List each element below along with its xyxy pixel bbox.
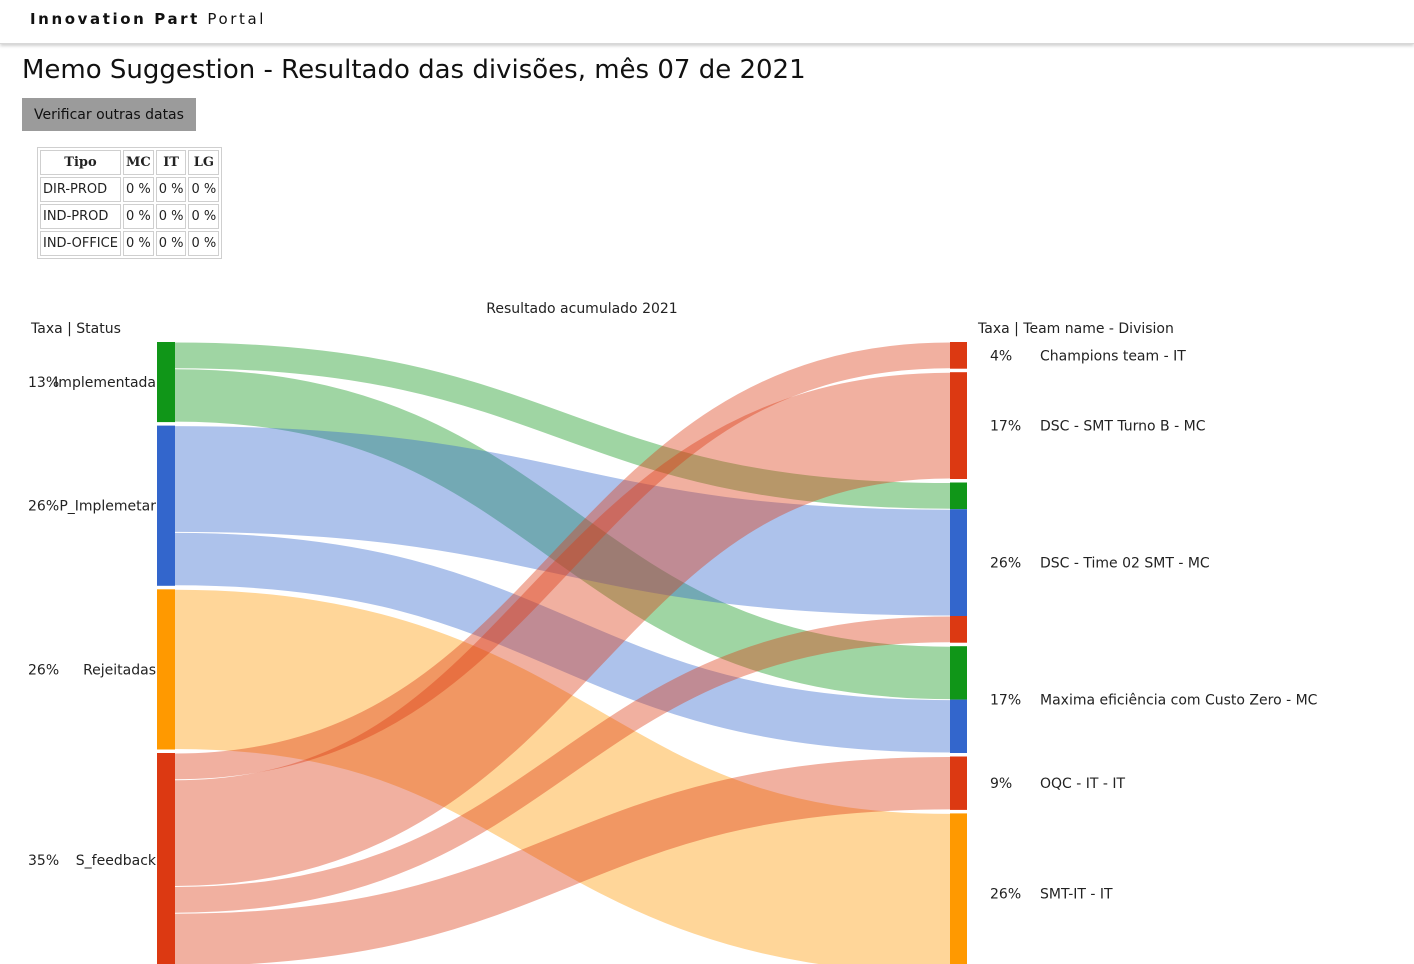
source-node-p-implemetar[interactable]	[157, 425, 175, 586]
table-cell: 0 %	[122, 231, 154, 256]
table-cell: 0 %	[155, 231, 187, 256]
table-row: IND-OFFICE 0 % 0 % 0 %	[40, 231, 220, 256]
target-name-label: SMT-IT - IT	[1040, 887, 1113, 903]
brand-logo[interactable]: Innovation Part Portal	[30, 10, 266, 28]
target-rate-label: 26%	[990, 556, 1021, 572]
source-rate-label: 26%	[28, 662, 59, 678]
table-cell: IND-OFFICE	[40, 231, 121, 256]
left-axis-header: Taxa | Status	[30, 321, 121, 337]
target-rate-label: 4%	[990, 348, 1012, 364]
source-name-label: Rejeitadas	[83, 662, 156, 678]
target-node-smt-it-it[interactable]	[950, 813, 967, 964]
target-node-dsc-time-02-smt-mc[interactable]	[950, 616, 967, 643]
source-node-s-feedback[interactable]	[157, 753, 175, 964]
table-cell: 0 %	[155, 177, 187, 202]
target-name-label: OQC - IT - IT	[1040, 776, 1126, 792]
brand-light: Portal	[207, 10, 267, 28]
target-node-dsc-time-02-smt-mc[interactable]	[950, 509, 967, 616]
flow-s-feedback-to-dsc-smt-turno-b-mc[interactable]	[174, 372, 951, 886]
table-cell: 0 %	[155, 204, 187, 229]
table-row: IND-PROD 0 % 0 % 0 %	[40, 204, 220, 229]
flow-rejeitadas-to-smt-it-it[interactable]	[174, 589, 951, 964]
target-name-label: DSC - SMT Turno B - MC	[1040, 419, 1206, 435]
brand-bold: Innovation Part	[30, 10, 200, 28]
source-node-rejeitadas[interactable]	[157, 589, 175, 750]
source-name-label: Implementada	[54, 375, 156, 391]
target-name-label: DSC - Time 02 SMT - MC	[1040, 556, 1210, 572]
chart-title: Resultado acumulado 2021	[486, 301, 677, 317]
check-other-dates-button[interactable]: Verificar outras datas	[22, 98, 196, 131]
source-name-label: S_feedback	[76, 853, 157, 869]
table-cell: 0 %	[188, 231, 220, 256]
flow-p-implemetar-to-dsc-time-02-smt-mc[interactable]	[174, 426, 951, 616]
flow-s-feedback-to-oqc-it-it[interactable]	[174, 757, 951, 964]
table-cell: DIR-PROD	[40, 177, 121, 202]
flow-s-feedback-to-champions-team-it[interactable]	[174, 342, 951, 780]
target-node-dsc-time-02-smt-mc[interactable]	[950, 482, 967, 510]
target-rate-label: 9%	[990, 776, 1012, 792]
flow-p-implemetar-to-maxima-eficiencia-com-custo-zero-mc[interactable]	[174, 532, 951, 753]
page-title: Memo Suggestion - Resultado das divisões…	[22, 55, 806, 85]
target-node-oqc-it-it[interactable]	[950, 756, 967, 810]
rates-table: Tipo MC IT LG DIR-PROD 0 % 0 % 0 % IND-P…	[37, 147, 223, 259]
flow-s-feedback-to-dsc-time-02-smt-mc[interactable]	[174, 616, 951, 913]
target-node-champions-team-it[interactable]	[950, 342, 967, 369]
source-rate-label: 13%	[28, 375, 59, 391]
source-rate-label: 35%	[28, 853, 59, 869]
target-name-label: Champions team - IT	[1040, 348, 1186, 364]
table-header: IT	[155, 150, 187, 175]
table-header-row: Tipo MC IT LG	[40, 150, 220, 175]
table-cell: 0 %	[122, 204, 154, 229]
table-header: MC	[122, 150, 154, 175]
flow-implementada-to-dsc-time-02-smt-mc[interactable]	[174, 342, 951, 509]
source-node-implementada[interactable]	[157, 342, 175, 423]
top-navbar: Innovation Part Portal	[0, 0, 1414, 44]
table-header: Tipo	[40, 150, 121, 175]
target-name-label: Maxima eficiência com Custo Zero - MC	[1040, 693, 1318, 709]
flow-implementada-to-maxima-eficiencia-com-custo-zero-mc[interactable]	[174, 369, 951, 700]
table-cell: 0 %	[188, 204, 220, 229]
target-node-maxima-eficiencia-com-custo-zero-mc[interactable]	[950, 646, 967, 700]
target-rate-label: 17%	[990, 419, 1021, 435]
table-row: DIR-PROD 0 % 0 % 0 %	[40, 177, 220, 202]
target-rate-label: 17%	[990, 693, 1021, 709]
table-cell: 0 %	[122, 177, 154, 202]
table-cell: 0 %	[188, 177, 220, 202]
target-rate-label: 26%	[990, 887, 1021, 903]
source-name-label: P_Implemetar	[59, 499, 156, 515]
target-node-maxima-eficiencia-com-custo-zero-mc[interactable]	[950, 699, 967, 753]
table-cell: IND-PROD	[40, 204, 121, 229]
table-header: LG	[188, 150, 220, 175]
source-rate-label: 26%	[28, 499, 59, 515]
target-node-dsc-smt-turno-b-mc[interactable]	[950, 372, 967, 479]
right-axis-header: Taxa | Team name - Division	[977, 321, 1174, 337]
